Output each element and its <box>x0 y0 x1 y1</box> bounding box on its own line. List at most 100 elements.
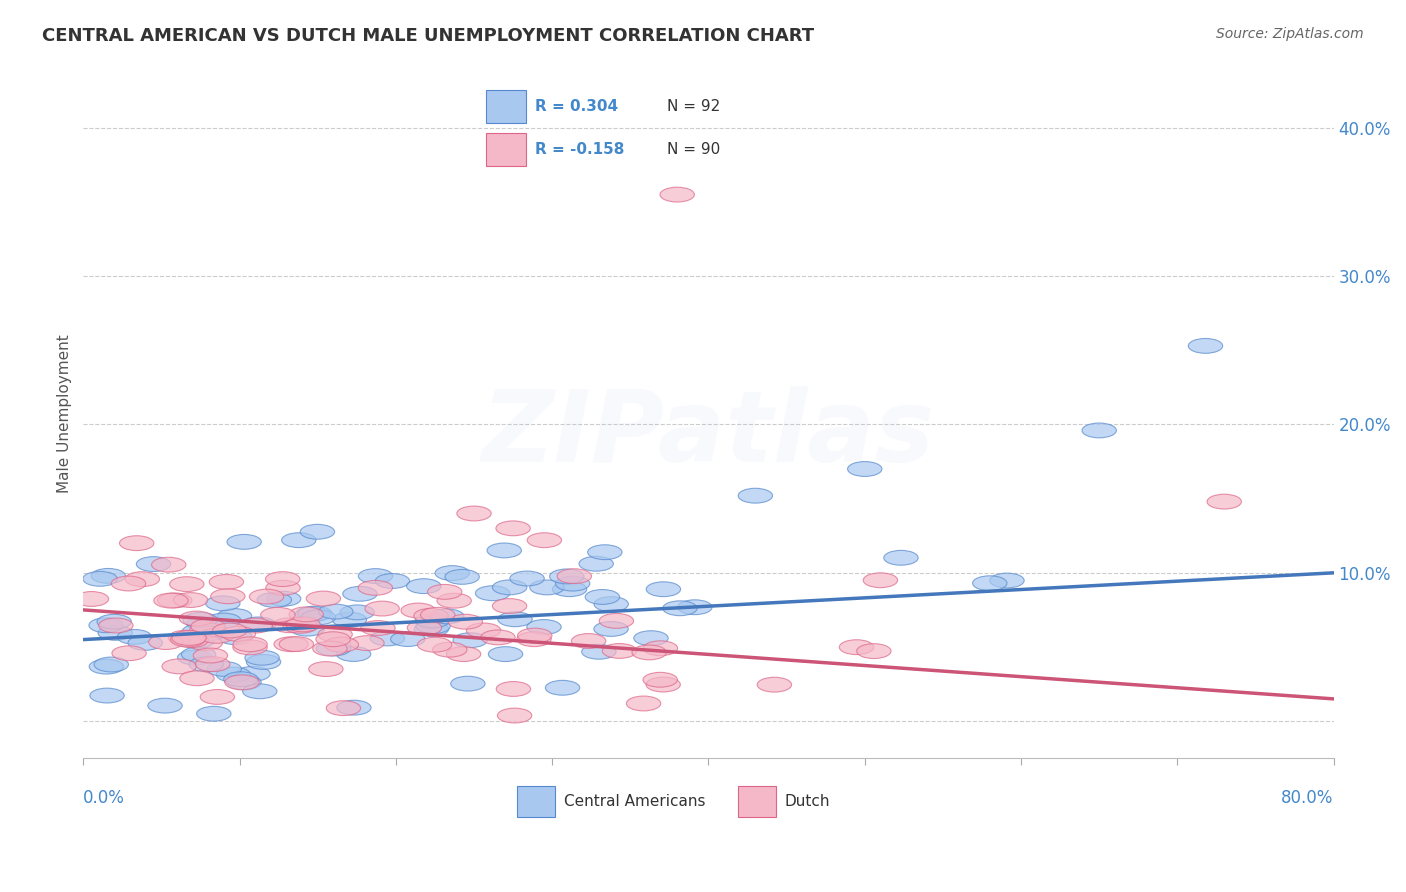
Ellipse shape <box>467 623 501 638</box>
Ellipse shape <box>246 655 281 669</box>
Ellipse shape <box>136 557 170 572</box>
Ellipse shape <box>170 577 204 591</box>
Ellipse shape <box>366 601 399 616</box>
Ellipse shape <box>236 666 270 681</box>
Ellipse shape <box>571 633 606 648</box>
Ellipse shape <box>188 657 224 672</box>
Ellipse shape <box>181 647 217 662</box>
Ellipse shape <box>555 576 591 591</box>
Ellipse shape <box>557 569 592 583</box>
Ellipse shape <box>233 640 267 655</box>
Ellipse shape <box>301 524 335 539</box>
Ellipse shape <box>486 543 522 558</box>
Ellipse shape <box>307 591 340 606</box>
Ellipse shape <box>332 612 367 627</box>
Ellipse shape <box>647 582 681 597</box>
Text: 0.0%: 0.0% <box>83 789 125 806</box>
Ellipse shape <box>408 620 441 635</box>
Ellipse shape <box>125 572 159 587</box>
Ellipse shape <box>582 644 616 659</box>
Ellipse shape <box>546 681 579 695</box>
Ellipse shape <box>446 647 481 662</box>
Ellipse shape <box>205 596 240 611</box>
Ellipse shape <box>627 696 661 711</box>
Y-axis label: Male Unemployment: Male Unemployment <box>58 334 72 492</box>
Ellipse shape <box>863 573 897 588</box>
Ellipse shape <box>990 574 1024 588</box>
Ellipse shape <box>89 659 124 674</box>
Ellipse shape <box>120 536 153 550</box>
Ellipse shape <box>550 569 583 583</box>
Ellipse shape <box>973 576 1007 591</box>
Ellipse shape <box>212 624 247 638</box>
Ellipse shape <box>593 622 628 636</box>
Ellipse shape <box>530 580 564 595</box>
Ellipse shape <box>496 521 530 536</box>
Ellipse shape <box>191 619 225 634</box>
Ellipse shape <box>848 461 882 476</box>
Ellipse shape <box>225 675 259 690</box>
Ellipse shape <box>172 631 207 646</box>
Ellipse shape <box>316 632 350 647</box>
Ellipse shape <box>193 648 228 663</box>
Ellipse shape <box>413 608 449 624</box>
Ellipse shape <box>190 623 224 638</box>
Ellipse shape <box>375 574 409 589</box>
Ellipse shape <box>350 636 384 650</box>
Ellipse shape <box>180 671 214 686</box>
Ellipse shape <box>453 632 488 648</box>
Ellipse shape <box>659 187 695 202</box>
Ellipse shape <box>117 630 152 644</box>
Ellipse shape <box>527 533 561 548</box>
Ellipse shape <box>112 646 146 661</box>
Ellipse shape <box>152 558 186 572</box>
Ellipse shape <box>285 617 321 632</box>
Ellipse shape <box>98 618 134 633</box>
Ellipse shape <box>517 632 551 647</box>
Ellipse shape <box>325 637 359 652</box>
Ellipse shape <box>162 659 197 673</box>
Ellipse shape <box>183 624 217 639</box>
Ellipse shape <box>420 607 456 623</box>
Ellipse shape <box>207 613 240 628</box>
Ellipse shape <box>290 621 325 636</box>
Ellipse shape <box>343 586 377 601</box>
Ellipse shape <box>758 677 792 692</box>
Ellipse shape <box>517 628 553 643</box>
Ellipse shape <box>359 581 392 595</box>
Ellipse shape <box>157 593 191 607</box>
Ellipse shape <box>195 657 231 672</box>
Ellipse shape <box>295 607 330 622</box>
Ellipse shape <box>427 584 463 599</box>
Ellipse shape <box>316 641 350 656</box>
Ellipse shape <box>200 690 235 705</box>
Ellipse shape <box>170 632 205 647</box>
Ellipse shape <box>218 608 252 624</box>
Ellipse shape <box>631 645 666 660</box>
Ellipse shape <box>148 698 183 713</box>
Ellipse shape <box>128 635 163 650</box>
Ellipse shape <box>180 611 214 626</box>
Ellipse shape <box>298 607 332 621</box>
Ellipse shape <box>267 591 301 607</box>
Ellipse shape <box>226 534 262 549</box>
Ellipse shape <box>678 599 711 615</box>
Ellipse shape <box>434 566 470 581</box>
Ellipse shape <box>94 657 128 672</box>
Ellipse shape <box>433 642 467 657</box>
Ellipse shape <box>153 593 188 608</box>
Ellipse shape <box>593 597 628 612</box>
Ellipse shape <box>340 605 374 620</box>
Ellipse shape <box>359 568 392 583</box>
Ellipse shape <box>111 576 146 591</box>
Ellipse shape <box>415 622 449 636</box>
Ellipse shape <box>283 618 318 633</box>
Ellipse shape <box>83 572 117 586</box>
Ellipse shape <box>475 586 510 600</box>
Ellipse shape <box>451 676 485 691</box>
Ellipse shape <box>645 677 681 692</box>
Ellipse shape <box>1206 494 1241 509</box>
Ellipse shape <box>249 590 284 604</box>
Ellipse shape <box>510 571 544 586</box>
Ellipse shape <box>98 625 132 640</box>
